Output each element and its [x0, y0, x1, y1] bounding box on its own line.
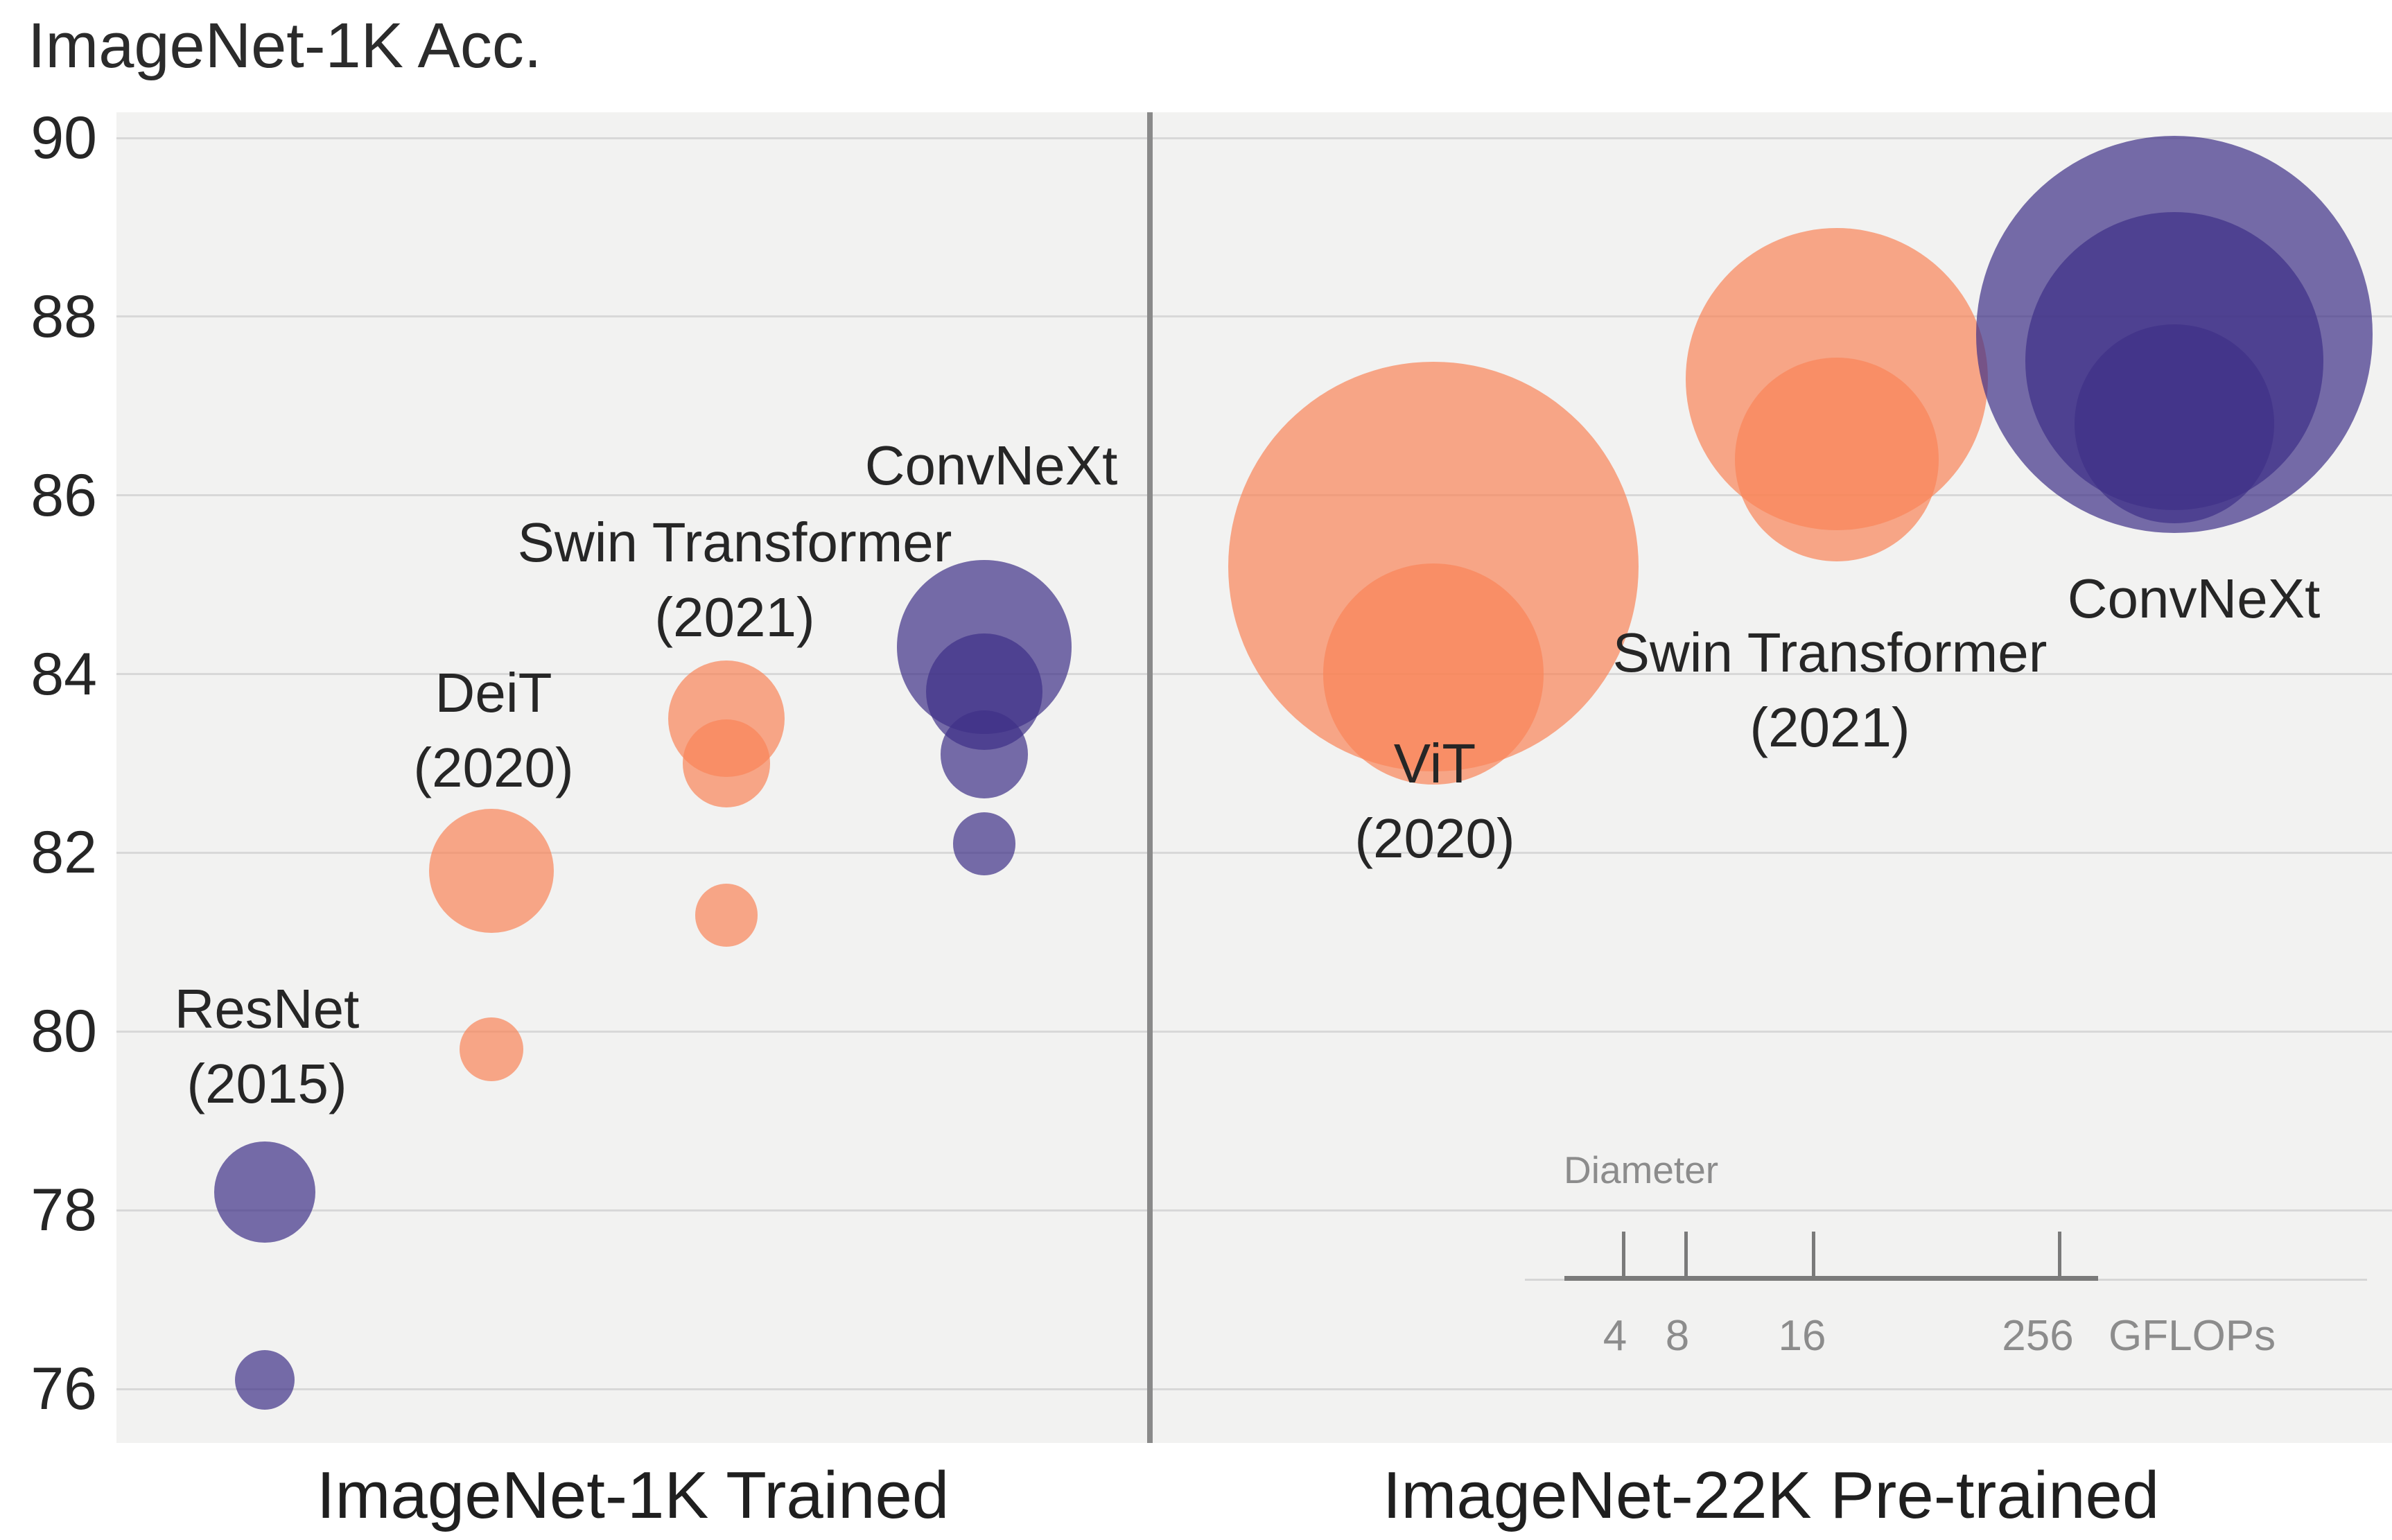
legend-title: Diameter: [1564, 1148, 1719, 1191]
gridline-84: [116, 673, 2392, 676]
gridline-90: [116, 137, 2392, 139]
bubble-swin-transformer-86.4: [1735, 358, 1939, 561]
y-tick-label-78: 78: [30, 1177, 97, 1244]
legend-unit-label: GFLOPs: [2109, 1312, 2276, 1360]
legend-tick-4: [1622, 1232, 1625, 1281]
bubble-vit-84: [1322, 563, 1544, 785]
legend-tick-label-8: 8: [1665, 1312, 1690, 1360]
cluster-label-swin-transformer-panel0: Swin Transformer (2021): [517, 511, 952, 649]
cluster-label-swin-transformer-panel1: Swin Transformer (2021): [1612, 621, 2048, 758]
panel-label-imagenet-1k-trained: ImageNet-1K Trained: [316, 1458, 950, 1532]
gridline-80: [116, 1030, 2392, 1033]
y-tick-label-88: 88: [30, 283, 97, 350]
bubble-convnext-86.8: [2075, 324, 2274, 524]
bubble-resnet-78.2: [214, 1141, 315, 1243]
cluster-label-resnet-panel0: ResNet (2015): [174, 978, 360, 1115]
bubble-deit-81.8: [429, 808, 554, 933]
y-tick-label-84: 84: [30, 640, 97, 708]
legend-baseline: [1564, 1276, 2098, 1281]
legend-tick-8: [1684, 1232, 1688, 1281]
bubble-convnext-82.1: [952, 812, 1016, 875]
y-axis-title: ImageNet-1K Acc.: [28, 10, 542, 81]
legend-tick-label-16: 16: [1778, 1312, 1826, 1360]
bubble-convnext-83.1: [940, 710, 1029, 798]
cluster-label-deit-panel0: DeiT (2020): [413, 661, 574, 798]
legend-tick-256: [2058, 1232, 2061, 1281]
gridline-82: [116, 851, 2392, 854]
legend-tick-label-256: 256: [2002, 1312, 2074, 1360]
y-tick-label-82: 82: [30, 819, 97, 886]
bubble-swin-transformer-83: [682, 719, 771, 807]
y-tick-label-80: 80: [30, 998, 97, 1065]
cluster-label-convnext-panel1: ConvNeXt: [2067, 568, 2321, 630]
y-tick-label-90: 90: [30, 105, 97, 171]
gridline-76: [116, 1388, 2392, 1390]
panel-label-imagenet-22k-pretrained: ImageNet-22K Pre-trained: [1382, 1458, 2160, 1532]
bubble-swin-transformer-81.3: [695, 884, 758, 947]
gridline-88: [116, 315, 2392, 318]
cluster-label-vit-panel1: ViT (2020): [1354, 732, 1515, 869]
cluster-label-convnext-panel0: ConvNeXt: [864, 435, 1118, 497]
bubble-resnet-76.1: [234, 1349, 295, 1410]
gridline-78: [116, 1209, 2392, 1211]
y-tick-label-76: 76: [30, 1356, 97, 1423]
legend-tick-label-4: 4: [1603, 1312, 1627, 1360]
bubble-deit-79.8: [460, 1017, 523, 1081]
panel-divider: [1147, 112, 1153, 1443]
y-tick-label-86: 86: [30, 462, 97, 529]
legend-tick-16: [1812, 1232, 1815, 1281]
